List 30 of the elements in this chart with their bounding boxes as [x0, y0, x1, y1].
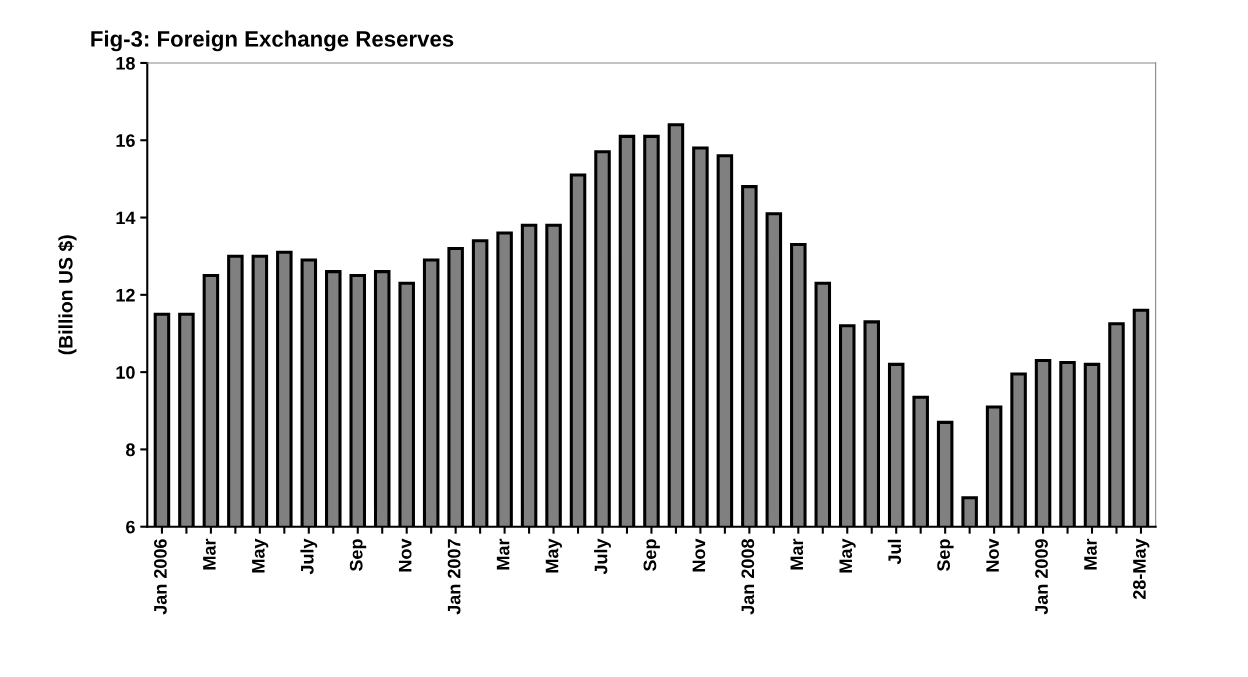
x-tick-label: Mar: [790, 538, 804, 570]
y-axis-title: (Billion US $): [58, 235, 77, 355]
chart-title: Fig-3: Foreign Exchange Reserves: [91, 30, 454, 52]
x-tick-label: Jul: [887, 539, 902, 565]
y-tick-label: 18: [116, 56, 135, 70]
x-tick-label: Jan 2009: [1035, 539, 1048, 615]
x-tick-label: May: [545, 538, 562, 573]
x-tick-label: July: [300, 538, 318, 575]
x-tick-label: Mar: [203, 538, 216, 570]
x-tick-label: 28-May: [1133, 538, 1150, 600]
x-tick-label: Sep: [937, 539, 954, 572]
x-tick-label: Sep: [349, 539, 367, 572]
x-tick-label: Nov: [692, 538, 706, 572]
x-tick-label: Sep: [643, 539, 660, 572]
y-tick-label: 16: [116, 134, 135, 147]
y-tick-label: 12: [116, 288, 135, 302]
x-tick-label: July: [594, 538, 611, 575]
x-tick-label: Jan 2007: [447, 539, 461, 615]
x-tick-label: Nov: [398, 538, 412, 572]
x-tick-label: Jan 2008: [741, 539, 755, 615]
x-tick-label: Nov: [986, 538, 999, 572]
y-tick-label: 8: [125, 443, 135, 457]
x-tick-label: May: [839, 538, 856, 573]
x-tick-label: Mar: [496, 538, 510, 570]
y-tick-label: 10: [116, 366, 135, 379]
x-tick-label: Jan 2006: [154, 539, 167, 615]
x-tick-label: May: [252, 538, 269, 573]
y-tick-label: 14: [116, 211, 136, 225]
x-tick-label: Mar: [1084, 538, 1097, 570]
y-tick-label: 6: [126, 520, 135, 534]
